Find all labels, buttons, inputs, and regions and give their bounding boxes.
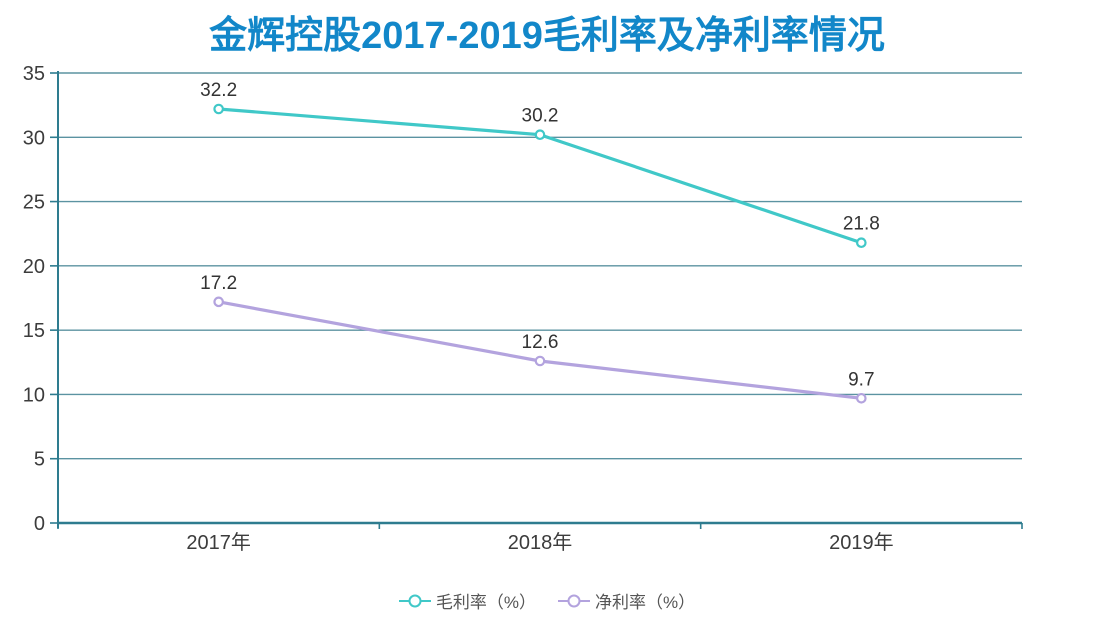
- y-tick-label: 35: [23, 63, 45, 85]
- y-tick-label: 25: [23, 192, 45, 214]
- series-line: [217, 107, 863, 245]
- y-tick-label: 15: [23, 320, 45, 342]
- net-margin-legend-marker: [558, 594, 590, 607]
- legend-item-gross-margin[interactable]: 毛利率（%）: [398, 588, 536, 613]
- x-tick-label: 2018年: [508, 531, 573, 554]
- legend-item-net-margin[interactable]: 净利率（%）: [558, 588, 695, 613]
- y-tick-label: 5: [34, 449, 45, 471]
- x-tick-label: 2019年: [829, 531, 894, 554]
- data-point[interactable]: [213, 296, 224, 308]
- legend-label: 毛利率（%）: [435, 593, 536, 612]
- data-label: 21.8: [843, 214, 880, 235]
- data-label: 30.2: [522, 106, 559, 127]
- gross-margin-legend-marker: [398, 594, 431, 607]
- chart-legend: 毛利率（%） 净利率（%）: [0, 588, 1094, 613]
- y-tick-label: 0: [34, 513, 45, 535]
- data-point[interactable]: [534, 355, 546, 367]
- data-label: 9.7: [848, 369, 874, 390]
- y-tick-label: 30: [23, 127, 45, 149]
- line-chart: 0 5 10 15 20 25 30 35 2017年 2018年 2019年 32.2 30.2 21.…: [23, 63, 1023, 554]
- legend-label: 净利率（%）: [595, 593, 696, 612]
- data-point[interactable]: [856, 237, 867, 249]
- data-point[interactable]: [213, 103, 224, 115]
- data-label: 32.2: [200, 80, 237, 101]
- x-tick-label: 2017年: [186, 531, 251, 554]
- chart-title: 金辉控股2017-2019毛利率及净利率情况: [209, 15, 885, 57]
- y-tick-label: 10: [23, 384, 45, 406]
- data-point[interactable]: [856, 392, 867, 404]
- data-label: 17.2: [200, 273, 237, 294]
- data-point[interactable]: [534, 129, 546, 141]
- y-tick-label: 20: [23, 256, 45, 278]
- data-label: 12.6: [522, 332, 559, 353]
